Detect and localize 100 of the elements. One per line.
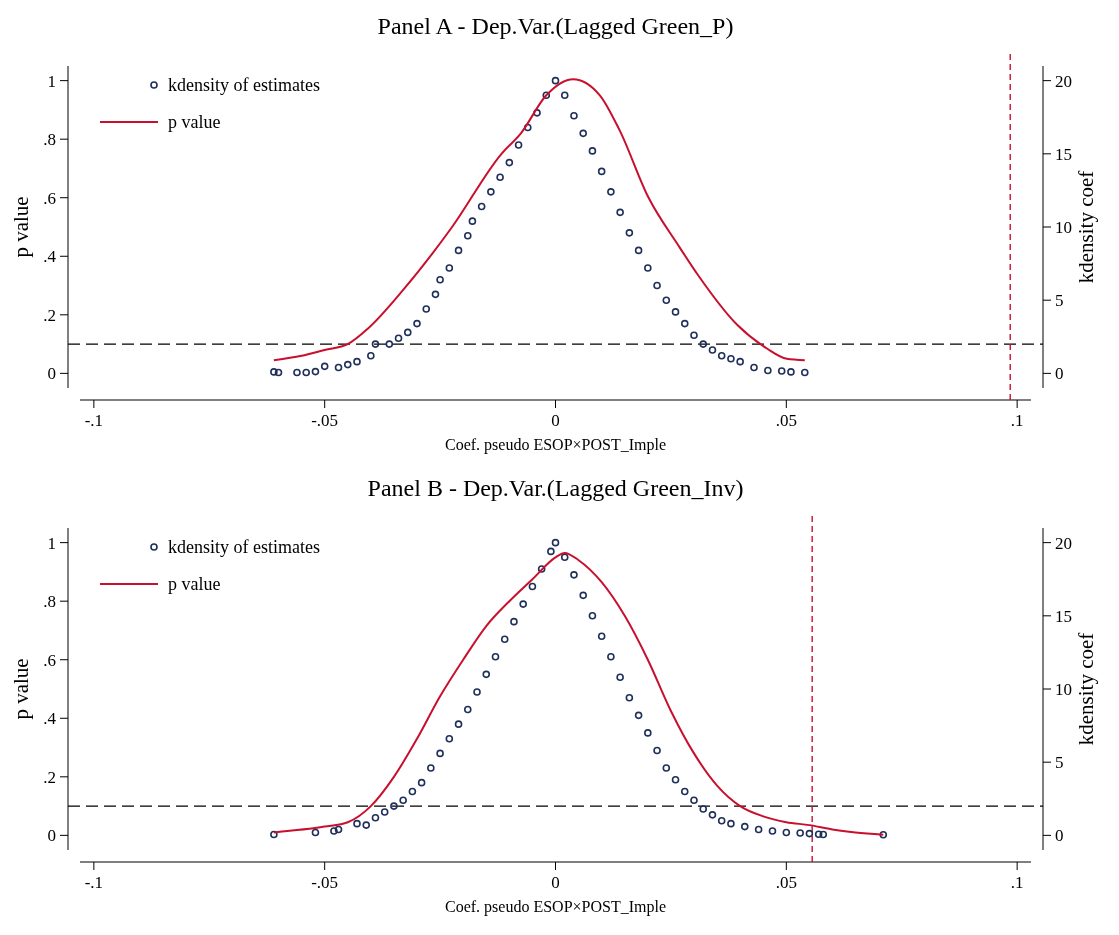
x-tick-label: .1 [1010, 873, 1024, 892]
point [819, 830, 828, 839]
y2-tick-label: 20 [1055, 71, 1072, 91]
point [528, 582, 537, 591]
point [625, 693, 634, 702]
point [768, 827, 777, 835]
point [690, 796, 698, 805]
point [740, 822, 749, 831]
point [334, 825, 343, 834]
y-tick-label: .2 [43, 305, 56, 325]
point [644, 264, 652, 272]
y2-tick-label: 0 [1055, 826, 1064, 846]
point [634, 246, 643, 255]
point [463, 231, 472, 240]
y2-axis-title: kdensity coef [1074, 632, 1098, 746]
point [270, 830, 278, 839]
chart-title: Panel B - Dep.Var.(Lagged Green_Inv) [367, 475, 744, 501]
point [270, 368, 278, 376]
x-tick-label: -.05 [311, 873, 339, 892]
point [505, 158, 514, 167]
point [533, 109, 541, 117]
chart-title: Panel A - Dep.Var.(Lagged Green_P) [377, 13, 734, 39]
point [390, 802, 398, 810]
x-tick-label: -.1 [84, 411, 104, 430]
legend-label: kdensity of estimates [168, 537, 320, 557]
point [320, 362, 329, 371]
point [717, 816, 726, 825]
x-tick-label: -.1 [84, 873, 104, 892]
point [727, 819, 735, 828]
y-tick-label: 1 [47, 71, 56, 91]
point [579, 129, 587, 138]
point [403, 328, 412, 337]
point [343, 360, 352, 369]
point [463, 705, 472, 714]
point [708, 346, 717, 354]
point [487, 188, 495, 196]
point [413, 319, 421, 328]
point [454, 246, 463, 255]
point [311, 367, 320, 376]
point [353, 357, 361, 366]
point [607, 188, 615, 196]
point [431, 290, 440, 299]
point [551, 76, 560, 85]
point [736, 357, 744, 366]
point [417, 778, 426, 787]
x-tick-label: 0 [551, 873, 560, 892]
y2-tick-label: 15 [1055, 144, 1072, 164]
y-tick-label: .8 [43, 130, 56, 150]
point [750, 363, 758, 372]
point [616, 208, 624, 217]
point [805, 829, 814, 838]
y-axis-title: p value [9, 658, 33, 720]
y2-tick-label: 5 [1055, 291, 1064, 311]
point [764, 366, 772, 375]
point [362, 821, 371, 829]
point [699, 805, 708, 813]
point [680, 787, 689, 796]
point [371, 814, 380, 822]
x-tick-label: 0 [551, 411, 560, 430]
y-tick-label: .6 [43, 650, 56, 670]
y-tick-label: .4 [43, 709, 57, 729]
point [662, 764, 671, 772]
y-tick-label: 1 [47, 533, 56, 553]
y-tick-label: .6 [43, 188, 56, 208]
point [367, 352, 375, 360]
point [597, 167, 606, 176]
legend-label: kdensity of estimates [168, 75, 320, 95]
point [727, 354, 735, 363]
point [699, 340, 708, 348]
x-tick-label: -.05 [311, 411, 339, 430]
point [422, 305, 431, 313]
point [427, 764, 435, 772]
y2-tick-label: 10 [1055, 218, 1072, 237]
point [625, 229, 634, 237]
point [311, 828, 320, 837]
point [477, 202, 486, 211]
point [597, 632, 606, 641]
legend-label: p value [168, 112, 221, 132]
point [334, 363, 343, 372]
point [274, 368, 283, 377]
point [385, 340, 394, 348]
x-tick-label: .05 [775, 411, 797, 430]
point [782, 828, 791, 837]
point [607, 653, 615, 661]
point [680, 319, 689, 328]
y2-axis-title: kdensity coef [1074, 170, 1098, 284]
point [353, 819, 361, 828]
point [814, 830, 823, 838]
y2-tick-label: 20 [1055, 533, 1072, 553]
point [547, 547, 555, 556]
point [662, 296, 671, 304]
point [671, 775, 680, 784]
point [570, 571, 578, 579]
point [653, 281, 661, 290]
point [436, 749, 444, 758]
point [708, 811, 717, 819]
point [293, 368, 301, 377]
point [519, 600, 527, 608]
point [560, 553, 569, 562]
y-tick-label: .4 [43, 247, 57, 267]
